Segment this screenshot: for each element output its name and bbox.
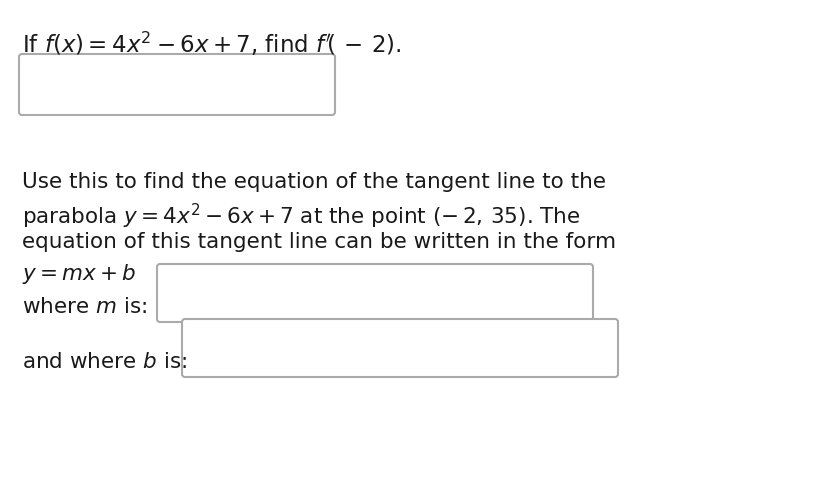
Text: If $f(x) = 4x^2 - 6x + 7$, find $f'\!(\,-\,2)$.: If $f(x) = 4x^2 - 6x + 7$, find $f'\!(\,… <box>22 30 401 58</box>
FancyBboxPatch shape <box>19 54 335 115</box>
Text: $y = mx + b$: $y = mx + b$ <box>22 262 136 286</box>
Text: where $m$ is:: where $m$ is: <box>22 297 147 317</box>
Text: and where $b$ is:: and where $b$ is: <box>22 352 187 372</box>
FancyBboxPatch shape <box>182 319 617 377</box>
FancyBboxPatch shape <box>157 264 592 322</box>
Text: parabola $y = 4x^2 - 6x + 7$ at the point $(-\,2,\,35)$. The: parabola $y = 4x^2 - 6x + 7$ at the poin… <box>22 202 580 231</box>
Text: equation of this tangent line can be written in the form: equation of this tangent line can be wri… <box>22 232 615 252</box>
Text: Use this to find the equation of the tangent line to the: Use this to find the equation of the tan… <box>22 172 605 192</box>
